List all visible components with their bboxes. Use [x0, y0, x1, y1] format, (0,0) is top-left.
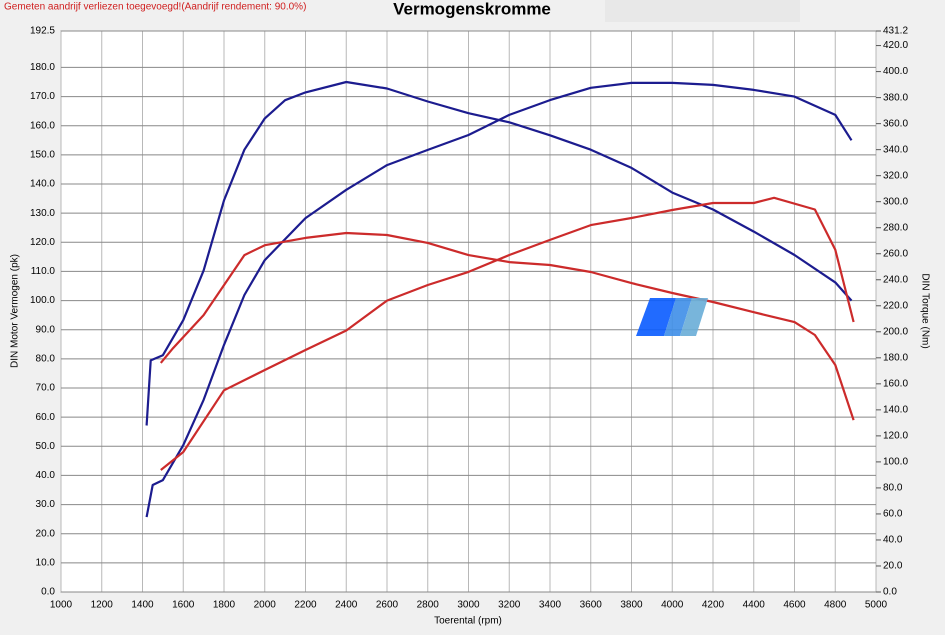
y2-tick-label: 240.0 [883, 274, 908, 285]
y2-tick-label: 140.0 [883, 404, 908, 415]
y2-tick-label: 100.0 [883, 457, 908, 468]
plot-layer: 1000 1200 1400 1600 1800 2000 2200 2400 2600 2800… [30, 26, 908, 611]
x-tick-label: 4400 [743, 600, 766, 611]
y-tick-label: 40.0 [36, 470, 56, 481]
y2-axis-label: DIN Torque (Nm) [919, 273, 930, 348]
annotation: Gemeten aandrijf verliezen toegevoegd!(A… [4, 2, 306, 13]
x-tick-label: 1800 [213, 600, 236, 611]
y-tick-label: 180.0 [30, 62, 55, 73]
y2-tick-label: 380.0 [883, 92, 908, 103]
x-tick-label: 3400 [539, 600, 562, 611]
y2-tick-label: 260.0 [883, 248, 908, 259]
y2-tick-label: 431.2 [883, 26, 908, 37]
y2-tick-label: 420.0 [883, 40, 908, 51]
watermark-shape [664, 298, 692, 336]
x-tick-label: 2400 [335, 600, 358, 611]
x-tick-label: 3000 [457, 600, 480, 611]
y2-tick-label: 160.0 [883, 378, 908, 389]
y-tick-label: 80.0 [36, 353, 56, 364]
y-tick-label: 60.0 [36, 412, 56, 423]
y-tick-label: 120.0 [30, 237, 55, 248]
y-tick-label: 192.5 [30, 26, 55, 37]
x-tick-label: 2800 [417, 600, 440, 611]
y2-tick-label: 0.0 [883, 587, 897, 598]
watermark-shape [636, 298, 676, 336]
y-tick-label: 10.0 [36, 557, 56, 568]
x-tick-label: 2200 [294, 600, 317, 611]
y-tick-label: 30.0 [36, 499, 56, 510]
x-tick-label: 3600 [580, 600, 603, 611]
x-tick-label: 1000 [50, 600, 73, 611]
y-axis-label: DIN Motor Vermogen (pk) [10, 254, 21, 368]
x-tick-label: 2600 [376, 600, 399, 611]
x-tick-label: 3200 [498, 600, 521, 611]
y-tick-label: 50.0 [36, 441, 56, 452]
x-tick-label: 1400 [131, 600, 154, 611]
y-tick-label: 130.0 [30, 208, 55, 219]
series-line [159, 231, 855, 421]
watermark-shape [680, 298, 708, 336]
y-tick-label: 160.0 [30, 120, 55, 131]
series-line [145, 80, 853, 426]
y2-tick-label: 340.0 [883, 144, 908, 155]
x-tick-label: 5000 [865, 600, 888, 611]
y2-tick-label: 40.0 [883, 535, 903, 546]
x-tick-label: 3800 [620, 600, 643, 611]
y2-tick-label: 200.0 [883, 326, 908, 337]
x-tick-label: 4800 [824, 600, 847, 611]
series-line [145, 81, 853, 518]
y-tick-label: 150.0 [30, 149, 55, 160]
x-axis-label: Toerental (rpm) [434, 616, 502, 627]
y2-tick-label: 280.0 [883, 222, 908, 233]
chart-title: Vermogenskromme [393, 0, 551, 18]
x-tick-label: 1200 [91, 600, 114, 611]
y-tick-label: 100.0 [30, 295, 55, 306]
header-box [605, 0, 800, 22]
x-tick-label: 2000 [254, 600, 277, 611]
x-tick-label: 4000 [661, 600, 684, 611]
y2-tick-label: 80.0 [883, 483, 903, 494]
y2-tick-label: 180.0 [883, 352, 908, 363]
watermark [636, 298, 708, 336]
y-tick-label: 20.0 [36, 528, 56, 539]
y2-tick-label: 20.0 [883, 561, 903, 572]
y-tick-label: 140.0 [30, 179, 55, 190]
y-tick-label: 110.0 [31, 266, 56, 277]
y-tick-label: 0.0 [41, 587, 55, 598]
x-tick-label: 4200 [702, 600, 725, 611]
y2-tick-label: 400.0 [883, 66, 908, 77]
y2-tick-label: 360.0 [883, 118, 908, 129]
x-tick-label: 4600 [783, 600, 806, 611]
y2-tick-label: 120.0 [883, 431, 908, 442]
x-tick-label: 1600 [172, 600, 195, 611]
y2-tick-label: 60.0 [883, 509, 903, 520]
y-tick-label: 170.0 [30, 91, 55, 102]
y2-tick-label: 220.0 [883, 300, 908, 311]
y2-tick-label: 320.0 [883, 170, 908, 181]
y-tick-label: 90.0 [36, 324, 56, 335]
series-line [160, 196, 855, 471]
y2-tick-label: 300.0 [883, 196, 908, 207]
y-tick-label: 70.0 [36, 383, 56, 394]
